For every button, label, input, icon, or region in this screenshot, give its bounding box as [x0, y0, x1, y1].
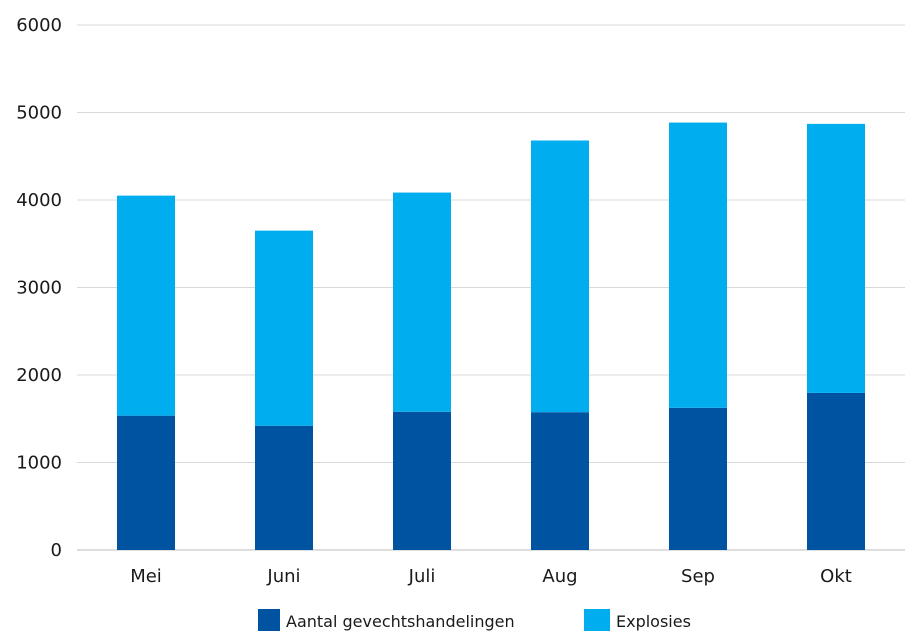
x-tick-label-aug: Aug [542, 566, 577, 587]
bar-okt-series-0 [807, 392, 865, 550]
y-tick-label-3000: 3000 [16, 278, 62, 299]
bar-juli-series-1 [393, 192, 451, 412]
legend: Aantal gevechtshandelingen Explosies [258, 609, 691, 631]
y-tick-label-1000: 1000 [16, 453, 62, 474]
y-tick-label-2000: 2000 [16, 365, 62, 386]
bar-juni-series-0 [255, 425, 313, 550]
gridlines [77, 24, 905, 551]
x-axis-tick-labels: Mei Juni Juli Aug Sep Okt [130, 566, 852, 587]
bar-sep-series-0 [669, 407, 727, 550]
bar-juni-series-1 [255, 230, 313, 426]
bar-aug-series-0 [531, 412, 589, 550]
x-tick-label-okt: Okt [820, 566, 852, 587]
y-tick-label-4000: 4000 [16, 190, 62, 211]
bar-mei-series-0 [117, 415, 175, 550]
bar-mei-series-1 [117, 195, 175, 416]
y-tick-label-6000: 6000 [16, 15, 62, 36]
x-tick-label-mei: Mei [130, 566, 162, 587]
legend-label-series-0: Aantal gevechtshandelingen [286, 612, 515, 631]
bars [117, 122, 865, 550]
y-axis-tick-labels: 0 1000 2000 3000 4000 5000 6000 [16, 15, 62, 561]
legend-label-series-1: Explosies [616, 612, 691, 631]
y-tick-label-5000: 5000 [16, 103, 62, 124]
bar-aug-series-1 [531, 140, 589, 413]
x-tick-label-juli: Juli [408, 566, 436, 587]
x-tick-label-juni: Juni [266, 566, 300, 587]
legend-swatch-series-0 [258, 609, 280, 631]
x-tick-label-sep: Sep [681, 566, 715, 587]
legend-swatch-series-1 [584, 609, 610, 631]
bar-okt-series-1 [807, 123, 865, 393]
bar-sep-series-1 [669, 122, 727, 408]
bar-juli-series-0 [393, 411, 451, 550]
y-tick-label-0: 0 [51, 540, 62, 561]
